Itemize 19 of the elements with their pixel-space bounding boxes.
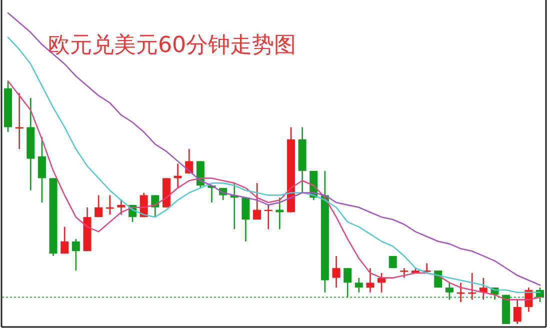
candlestick: [94, 194, 103, 218]
candlestick: [38, 136, 46, 204]
candlestick: [400, 267, 408, 278]
candlestick: [354, 277, 363, 294]
candlestick: [536, 286, 544, 303]
candlestick: [422, 262, 431, 274]
candlestick: [366, 267, 374, 294]
candlestick: [513, 299, 522, 325]
candlestick: [253, 182, 262, 220]
candlestick: [242, 196, 250, 242]
candlestick: [332, 255, 340, 288]
candlestick: [445, 282, 454, 300]
chart-title: 欧元兑美元60分钟走势图: [48, 33, 296, 58]
candlestick: [15, 92, 24, 150]
candlestick: [117, 199, 126, 216]
candlestick: [344, 267, 352, 298]
candlestick: [60, 226, 69, 254]
candlestick: [151, 194, 160, 218]
candlestick: [72, 238, 80, 272]
